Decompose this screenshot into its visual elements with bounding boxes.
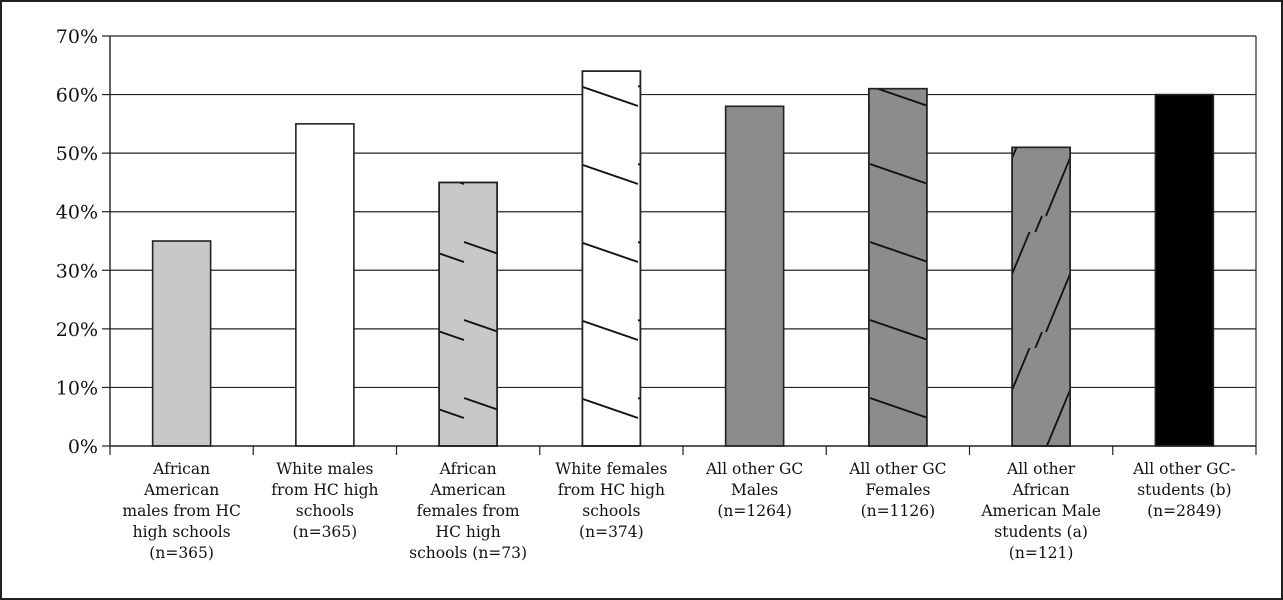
- x-category-label-line: (n=365): [293, 523, 358, 541]
- x-category-label-line: (n=1264): [717, 502, 792, 520]
- x-category-label: African American females from HC high school…: [409, 460, 527, 562]
- bar: [724, 105, 785, 447]
- y-tick-label: 30%: [56, 260, 98, 282]
- x-category-label-line: American Male: [980, 502, 1101, 520]
- bar-pattern-overlay: [438, 181, 498, 447]
- x-category-label-line: schools: [296, 502, 354, 520]
- x-category-label-line: (n=365): [149, 544, 214, 562]
- x-category-label-line: American: [143, 481, 219, 499]
- x-category-label-line: (n=121): [1009, 544, 1074, 562]
- x-category-label-line: females from: [417, 502, 520, 520]
- x-category-label-line: African: [152, 460, 210, 478]
- x-category-label: White males from HC high schools (n=365): [271, 460, 378, 541]
- x-category-label-line: All other: [1006, 460, 1076, 478]
- x-category-label-line: White males: [276, 460, 373, 478]
- x-category-label-line: (n=374): [579, 523, 644, 541]
- x-category-label-line: high schools: [133, 523, 231, 541]
- bar: [151, 240, 212, 447]
- x-category-label: All other African American Male students (a…: [980, 460, 1101, 562]
- y-tick-labels: 0% 10% 20% 30% 40% 50% 60% 70%: [56, 26, 98, 458]
- x-category-label-line: All other GC: [705, 460, 803, 478]
- x-category-label-line: males from HC: [122, 502, 240, 520]
- x-category-label-line: (n=1126): [861, 502, 936, 520]
- y-tick-label: 60%: [56, 85, 98, 107]
- x-category-label-line: Males: [731, 481, 778, 499]
- x-category-label-line: students (b): [1137, 481, 1231, 499]
- x-category-label-line: schools: [582, 502, 640, 520]
- x-category-label-line: American: [429, 481, 505, 499]
- y-tick-label: 70%: [56, 26, 98, 48]
- bar-pattern-overlay: [868, 87, 928, 447]
- gridlines: [110, 35, 1256, 389]
- x-category-label-line: All other GC: [848, 460, 946, 478]
- x-category-label: White females from HC high schools (n=374): [555, 460, 667, 541]
- y-tick-label: 10%: [56, 377, 98, 399]
- y-tick-label: 50%: [56, 143, 98, 165]
- bar-pattern-overlay: [581, 70, 642, 447]
- x-category-label-line: HC high: [436, 523, 501, 541]
- x-category-labels: African American males from HC high schools…: [122, 460, 1235, 562]
- x-category-label-line: students (a): [994, 523, 1088, 541]
- bars: [151, 70, 1215, 447]
- y-tick-label: 0%: [68, 436, 98, 458]
- bar-pattern-overlay: [1011, 146, 1071, 447]
- x-category-label: All other GC Females (n=1126): [848, 460, 946, 520]
- y-tick-label: 20%: [56, 319, 98, 341]
- x-category-label: All other GC-students (b) (n=2849): [1132, 460, 1236, 520]
- x-category-label-line: African: [439, 460, 497, 478]
- axes: [102, 35, 1257, 455]
- x-category-label-line: (n=2849): [1147, 502, 1222, 520]
- bar: [1154, 93, 1215, 447]
- y-tick-label: 40%: [56, 202, 98, 224]
- x-category-label: All other GC Males (n=1264): [705, 460, 803, 520]
- x-category-label-line: schools (n=73): [409, 544, 527, 562]
- x-category-label-line: White females: [555, 460, 667, 478]
- x-category-label-line: African: [1012, 481, 1070, 499]
- x-category-label-line: from HC high: [271, 481, 378, 499]
- x-category-label-line: Females: [865, 481, 930, 499]
- x-category-label: African American males from HC high schools…: [122, 460, 240, 562]
- bar: [295, 123, 355, 447]
- x-category-label-line: from HC high: [558, 481, 665, 499]
- x-category-label-line: All other GC-: [1132, 460, 1236, 478]
